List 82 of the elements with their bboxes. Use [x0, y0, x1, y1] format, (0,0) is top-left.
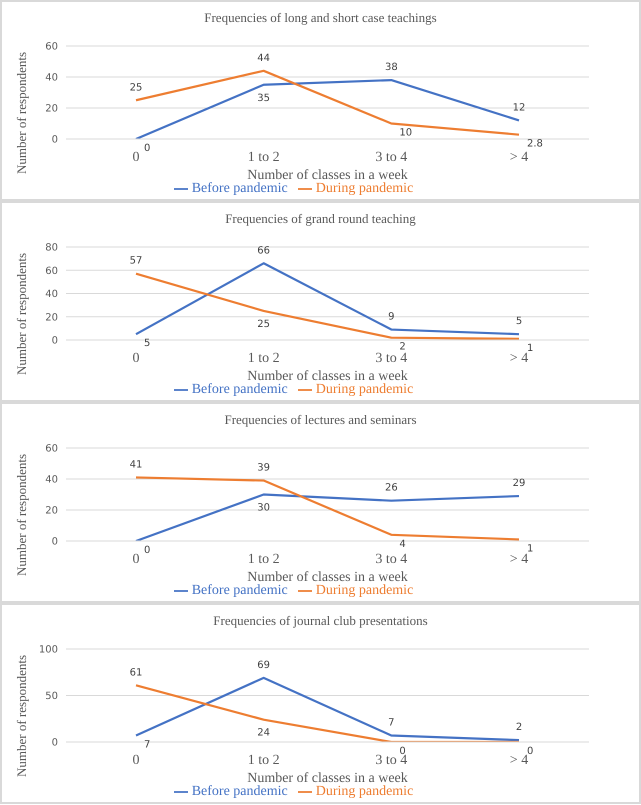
y-tick-label: 0 [52, 336, 58, 347]
data-label: 12 [512, 102, 526, 114]
y-tick-label: 20 [45, 104, 58, 115]
y-tick-label: 0 [52, 536, 58, 548]
data-label: 25 [130, 82, 142, 94]
data-label: 26 [384, 482, 398, 494]
y-tick-label: 40 [45, 72, 58, 84]
legend-label: Before pandemic [192, 181, 288, 196]
legend-label: Before pandemic [192, 583, 288, 598]
data-label: 29 [512, 478, 526, 490]
line-series [134, 493, 520, 541]
data-label: 24 [257, 728, 270, 739]
legend-label: During pandemic [316, 583, 414, 598]
data-label: 61 [130, 667, 142, 678]
data-label: 57 [130, 256, 142, 267]
x-axis-title: Number of classes in a week [247, 771, 408, 786]
data-label: 66 [257, 245, 270, 256]
y-tick-label: 60 [45, 444, 58, 455]
data-label: 7 [388, 717, 395, 728]
chart-title: Frequencies of long and short case teachings [203, 9, 438, 27]
chart-title: Frequencies of grand round teaching [224, 210, 417, 228]
x-tick-label: 0 [132, 350, 140, 366]
data-label: 1 [527, 543, 534, 554]
data-label: 9 [388, 312, 395, 323]
x-tick-label: 0 [132, 150, 140, 165]
x-tick-label: 0 [132, 752, 140, 768]
x-tick-label: > 4 [510, 150, 528, 165]
y-axis-title: Number of respondents [14, 452, 30, 578]
y-tick-label: 20 [45, 312, 58, 324]
y-tick-label: 60 [45, 42, 58, 53]
x-tick-label: 1 to 2 [248, 150, 280, 165]
data-label: 2 [516, 722, 522, 734]
y-tick-label: 50 [45, 691, 58, 702]
x-tick-label: 3 to 4 [375, 552, 408, 567]
x-tick-label: 3 to 4 [375, 150, 408, 165]
data-label: 4 [399, 538, 406, 550]
y-axis-title: Number of respondents [14, 251, 30, 377]
data-label: 39 [257, 462, 270, 474]
x-tick-label: 1 to 2 [248, 552, 280, 567]
x-tick-label: 3 to 4 [375, 350, 408, 366]
y-tick-label: 40 [45, 289, 58, 300]
x-tick-label: > 4 [510, 752, 528, 768]
data-label: 41 [130, 459, 142, 470]
y-tick-label: 0 [52, 134, 58, 146]
chart-title: Frequencies of journal club presentations [212, 612, 429, 630]
data-label: 2 [399, 342, 406, 353]
x-tick-label: 3 to 4 [375, 752, 408, 768]
y-tick-label: 20 [45, 506, 58, 517]
legend-label: Before pandemic [192, 382, 288, 397]
data-label: 10 [399, 128, 412, 138]
legend-label: During pandemic [316, 784, 414, 799]
x-axis-title: Number of classes in a week [247, 369, 408, 384]
line-series [134, 272, 520, 340]
data-label: 35 [257, 92, 270, 104]
x-axis-title: Number of classes in a week [247, 168, 408, 183]
legend-label: During pandemic [316, 181, 414, 196]
y-tick-label: 60 [45, 266, 58, 277]
data-label: 69 [257, 660, 270, 671]
x-tick-label: 1 to 2 [248, 350, 280, 366]
x-tick-label: > 4 [510, 350, 528, 366]
data-label: 30 [257, 502, 270, 514]
data-label: 25 [257, 318, 270, 330]
data-label: 38 [384, 62, 398, 74]
y-tick-label: 80 [45, 242, 58, 254]
legend-label: Before pandemic [192, 784, 288, 799]
data-label: 7 [144, 739, 150, 750]
x-axis-title: Number of classes in a week [247, 570, 408, 585]
data-label: 44 [257, 52, 270, 64]
legend-label: During pandemic [316, 382, 414, 397]
y-tick-label: 40 [45, 474, 58, 486]
y-axis-title: Number of respondents [14, 653, 30, 779]
x-tick-label: 0 [132, 552, 140, 567]
x-tick-label: 1 to 2 [248, 752, 280, 768]
y-axis-title: Number of respondents [14, 50, 30, 176]
y-tick-label: 0 [52, 738, 58, 749]
chart-title: Frequencies of lectures and seminars [223, 411, 418, 429]
y-tick-label: 100 [38, 644, 58, 656]
data-label: 5 [144, 338, 150, 350]
x-tick-label: > 4 [510, 552, 528, 567]
data-label: 5 [516, 316, 522, 328]
data-label: 2.8 [527, 138, 543, 150]
data-label: 1 [527, 342, 534, 354]
